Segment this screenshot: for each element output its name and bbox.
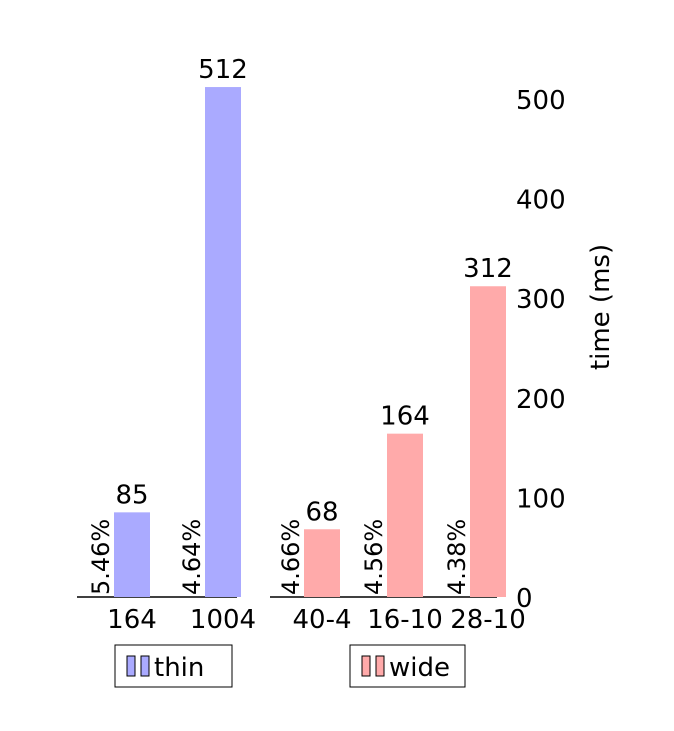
value-label: 512 (198, 55, 248, 85)
series-wide (270, 286, 506, 598)
legend: thin wide (114, 644, 466, 688)
x-tick-label: 1004 (190, 605, 256, 635)
bar-28-10 (470, 286, 506, 597)
legend-swatch (375, 655, 385, 677)
y-tick-label: 300 (516, 285, 566, 315)
x-tick-label: 16-10 (367, 605, 443, 635)
percent-label: 5.46% (87, 519, 115, 595)
bar-16-10 (387, 433, 423, 597)
y-tick-label: 200 (516, 385, 566, 415)
y-axis: time (ms) 0 100 200 300 400 500 (516, 86, 616, 614)
legend-item-thin: thin (114, 644, 233, 688)
bars-layer (77, 87, 506, 598)
legend-label: wide (389, 653, 450, 683)
legend-swatch (126, 655, 136, 677)
y-tick-label: 500 (516, 86, 566, 116)
value-label: 312 (463, 254, 513, 284)
x-tick-label: 40-4 (292, 605, 351, 635)
value-label: 68 (305, 497, 338, 527)
labels-layer: 855.46% 164 512 4.64% 1004 684.66% 40-4 164 4.56… (87, 55, 526, 635)
x-tick-label: 164 (107, 605, 157, 635)
percent-label: 4.38% (443, 519, 471, 595)
bar-1004 (205, 87, 241, 597)
value-label: 85 (115, 480, 148, 510)
series-thin (77, 87, 241, 598)
legend-item-wide: wide (349, 644, 466, 688)
y-axis-label: time (ms) (586, 244, 616, 370)
legend-swatch (361, 655, 371, 677)
y-tick-label: 0 (516, 584, 533, 614)
bar-40-4 (304, 529, 340, 597)
legend-label: thin (154, 653, 204, 683)
percent-label: 4.56% (360, 519, 388, 595)
legend-swatch (140, 655, 150, 677)
value-label: 164 (380, 402, 430, 432)
y-tick-label: 400 (516, 186, 566, 216)
y-tick-label: 100 (516, 484, 566, 514)
bar-164 (114, 512, 150, 597)
x-tick-label: 28-10 (450, 605, 526, 635)
percent-label: 4.64% (178, 519, 206, 595)
percent-label: 4.66% (277, 519, 305, 595)
